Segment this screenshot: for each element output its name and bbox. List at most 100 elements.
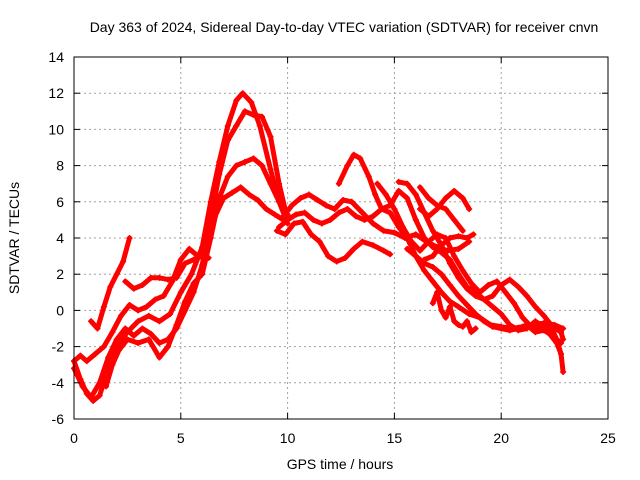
- data-point: [105, 354, 112, 361]
- data-point: [442, 314, 449, 321]
- data-point: [233, 97, 240, 104]
- data-point: [145, 312, 152, 319]
- x-tick-label: 25: [600, 430, 616, 446]
- data-point: [451, 318, 458, 325]
- chart-grid: [74, 57, 608, 419]
- series-line: [71, 90, 291, 404]
- data-point: [370, 242, 377, 249]
- data-point: [316, 238, 323, 245]
- data-point: [284, 216, 291, 223]
- data-point: [446, 303, 453, 310]
- data-point: [374, 180, 381, 187]
- y-tick-label: 4: [56, 230, 64, 246]
- data-point: [515, 325, 522, 332]
- data-point: [335, 209, 342, 216]
- data-point: [224, 122, 231, 129]
- data-point: [325, 253, 332, 260]
- data-point: [470, 231, 477, 238]
- data-point: [177, 256, 184, 263]
- data-point: [442, 206, 449, 213]
- data-point: [549, 332, 556, 339]
- data-point: [540, 327, 547, 334]
- y-tick-label: 6: [56, 194, 64, 210]
- data-point: [291, 220, 298, 227]
- data-point: [464, 301, 471, 308]
- data-point: [455, 233, 462, 240]
- data-point: [126, 235, 133, 241]
- series-track-16: [417, 187, 473, 220]
- data-point: [250, 155, 257, 162]
- data-point: [224, 173, 231, 180]
- data-point: [246, 191, 253, 198]
- data-point: [523, 321, 530, 328]
- y-tick-label: 14: [48, 49, 64, 65]
- data-point: [233, 122, 240, 129]
- data-point: [485, 282, 492, 289]
- data-point: [446, 260, 453, 267]
- data-point: [288, 202, 295, 209]
- data-point: [455, 245, 462, 252]
- data-point: [451, 253, 458, 260]
- data-point: [342, 254, 349, 261]
- data-point: [124, 336, 131, 343]
- data-point: [190, 280, 197, 287]
- data-point: [417, 184, 424, 191]
- data-point: [258, 113, 265, 120]
- data-point: [186, 245, 193, 252]
- data-point: [182, 298, 189, 305]
- x-axis-label: GPS time / hours: [287, 456, 394, 472]
- data-point: [451, 216, 458, 223]
- data-point: [446, 282, 453, 289]
- data-point: [107, 283, 114, 290]
- data-point: [560, 325, 567, 332]
- x-tick-label: 0: [70, 430, 78, 446]
- chart-ticks: 0 5 10 15 20 25 -6 -4 -2 0 2 4 6 8 10 12 14: [48, 49, 616, 446]
- data-point: [130, 285, 137, 292]
- data-point: [506, 276, 513, 283]
- data-point: [468, 280, 475, 287]
- data-point: [96, 392, 103, 399]
- data-point: [472, 292, 479, 299]
- data-point: [412, 191, 419, 198]
- data-point: [459, 323, 466, 330]
- data-point: [348, 198, 355, 205]
- data-point: [188, 271, 195, 278]
- data-point: [489, 323, 496, 330]
- data-point: [135, 318, 142, 325]
- data-point: [94, 325, 101, 332]
- data-point: [412, 253, 419, 260]
- data-point: [318, 220, 325, 227]
- data-point: [459, 267, 466, 274]
- data-point: [455, 303, 462, 310]
- y-tick-label: 2: [56, 266, 64, 282]
- data-point: [331, 206, 338, 213]
- data-point: [468, 329, 475, 336]
- data-point: [199, 271, 206, 278]
- data-point: [241, 158, 248, 165]
- data-point: [352, 213, 359, 220]
- data-point: [224, 137, 231, 144]
- data-point: [370, 213, 377, 220]
- y-tick-label: 12: [48, 85, 64, 101]
- data-point: [164, 343, 171, 350]
- data-point: [549, 323, 556, 330]
- data-point: [560, 368, 567, 375]
- data-point: [498, 325, 505, 332]
- data-point: [421, 235, 428, 241]
- data-point: [380, 247, 387, 254]
- data-point: [357, 155, 364, 162]
- data-point: [248, 99, 255, 106]
- data-point: [109, 361, 116, 368]
- data-point: [143, 303, 150, 310]
- data-point: [429, 253, 436, 260]
- data-point: [147, 274, 154, 281]
- data-point: [493, 278, 500, 285]
- data-point: [395, 187, 402, 194]
- data-point: [359, 209, 366, 216]
- data-point: [412, 216, 419, 223]
- series-track-5: [88, 235, 133, 332]
- data-point: [216, 171, 223, 178]
- data-point: [205, 254, 212, 261]
- data-point: [446, 235, 453, 241]
- data-point: [276, 198, 283, 205]
